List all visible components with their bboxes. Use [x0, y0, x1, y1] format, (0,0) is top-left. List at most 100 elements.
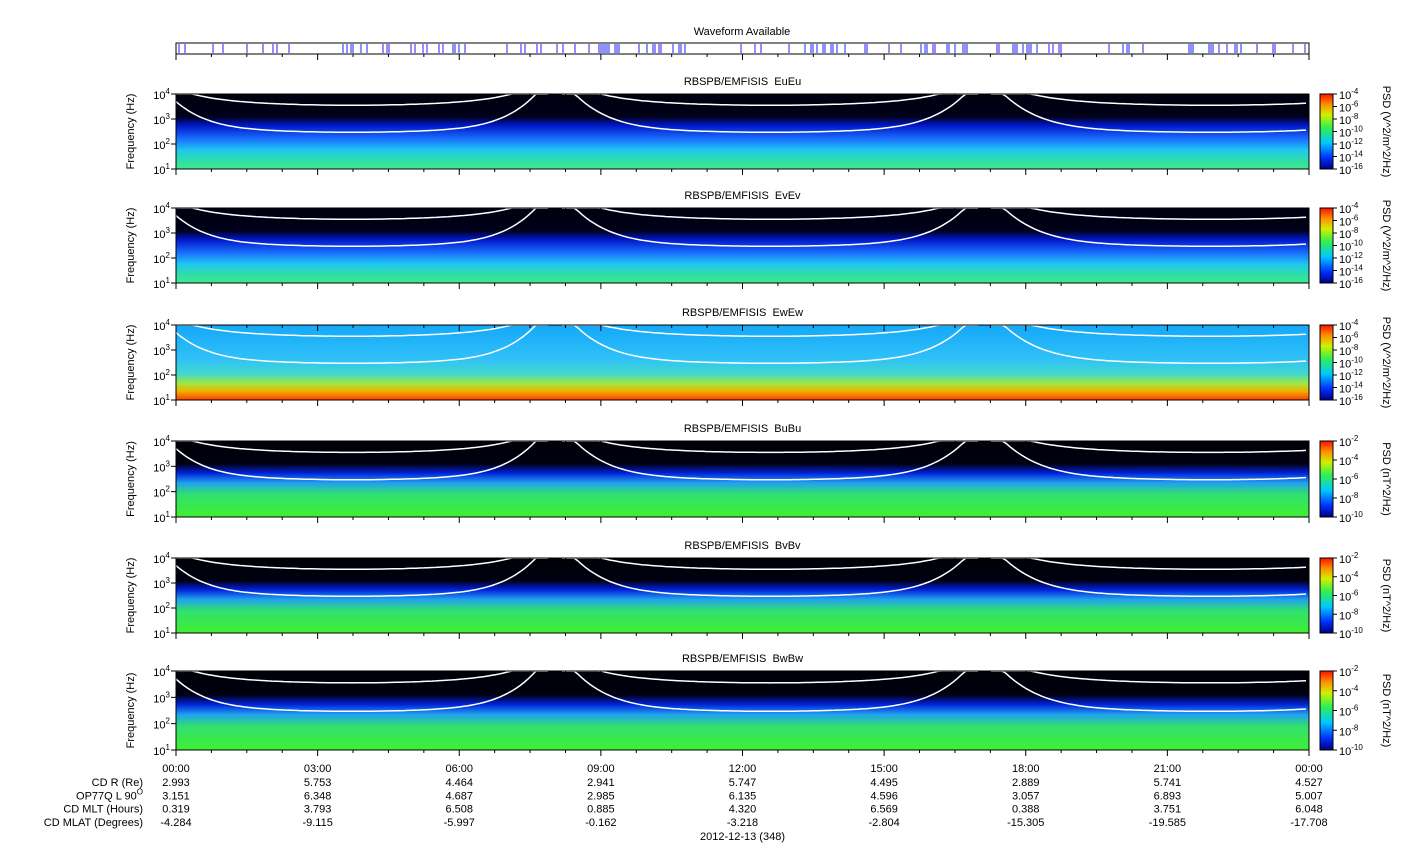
ephemeris-value: 5.741 — [1154, 777, 1182, 789]
density-curve — [562, 670, 978, 713]
ephemeris-value: 4.495 — [870, 777, 898, 789]
y-tick-label: 102 — [153, 251, 170, 266]
panel-title: RBSPB/EMFISIS EwEw — [682, 307, 803, 319]
density-curve — [562, 670, 978, 684]
density-curve — [990, 440, 1307, 481]
density-curve — [562, 324, 978, 338]
density-curve — [176, 207, 548, 221]
colorbar — [1319, 93, 1334, 170]
ephemeris-value: 3.751 — [1154, 804, 1182, 816]
colorbar-tick-label: 10-6 — [1339, 704, 1359, 719]
ephemeris-value: -19.585 — [1149, 817, 1186, 829]
x-tick-label: 06:00 — [445, 763, 473, 775]
colorbar-label: PSD (nT^2/Hz) — [1380, 442, 1392, 516]
colorbar — [1319, 670, 1334, 751]
y-tick-label: 104 — [153, 87, 170, 102]
density-curve — [562, 207, 978, 221]
colorbar-label: PSD (nT^2/Hz) — [1380, 674, 1392, 748]
density-curve — [990, 670, 1307, 684]
panel-title: RBSPB/EMFISIS BuBu — [684, 423, 801, 435]
density-curve — [562, 324, 978, 365]
y-tick-label: 103 — [153, 112, 170, 127]
x-tick-label: 00:00 — [1295, 763, 1323, 775]
colorbar-tick-label: 10-10 — [1339, 743, 1363, 758]
y-tick-label: 104 — [153, 318, 170, 333]
ephemeris-value: 4.596 — [870, 790, 898, 802]
y-tick-label: 103 — [153, 690, 170, 705]
ephemeris-value: 6.569 — [870, 804, 898, 816]
panel-title: RBSPB/EMFISIS EuEu — [684, 76, 801, 88]
ephemeris-value: 4.687 — [445, 790, 473, 802]
colorbar — [1319, 440, 1334, 518]
y-tick-label: 102 — [153, 485, 170, 500]
colorbar-tick-label: 10-8 — [1339, 723, 1359, 738]
density-curve — [990, 324, 1307, 337]
ephemeris-value: 4.320 — [729, 804, 757, 816]
y-tick-label: 101 — [153, 626, 170, 641]
density-curve — [990, 557, 1307, 570]
y-tick-label: 104 — [153, 664, 170, 679]
density-curve — [175, 207, 548, 248]
colorbar-tick-label: 10-4 — [1339, 570, 1359, 585]
density-curve — [176, 670, 548, 684]
panel-title: RBSPB/EMFISIS BvBv — [684, 540, 801, 552]
y-axis-label: Frequency (Hz) — [125, 558, 137, 634]
density-curve — [562, 440, 978, 481]
density-curve — [990, 670, 1307, 713]
x-tick-label: 03:00 — [304, 763, 332, 775]
density-curve — [990, 93, 1307, 133]
colorbar-tick-label: 10-8 — [1339, 491, 1359, 506]
ephemeris-value: -15.305 — [1007, 817, 1044, 829]
waveform-frame — [175, 42, 1310, 55]
density-curve — [990, 93, 1307, 106]
ephemeris-value: 6.048 — [1295, 804, 1323, 816]
waveform-title: Waveform Available — [694, 26, 791, 38]
panel-title: RBSPB/EMFISIS EvEv — [684, 190, 801, 202]
colorbar-tick-label: 10-16 — [1339, 276, 1363, 291]
ephemeris-value: 2.993 — [162, 777, 190, 789]
ephemeris-value: 5.753 — [304, 777, 332, 789]
density-curve — [176, 93, 548, 107]
panel-title: RBSPB/EMFISIS BwBw — [682, 653, 803, 665]
y-tick-label: 103 — [153, 343, 170, 358]
ephemeris-value: 5.747 — [729, 777, 757, 789]
ephemeris-value: 3.793 — [304, 804, 332, 816]
ephemeris-value: -4.284 — [160, 817, 191, 829]
y-axis-label: Frequency (Hz) — [125, 94, 137, 170]
y-tick-label: 102 — [153, 368, 170, 383]
y-axis-label: Frequency (Hz) — [125, 673, 137, 749]
y-axis-label: Frequency (Hz) — [125, 208, 137, 284]
y-tick-label: 101 — [153, 393, 170, 408]
ephemeris-value: 2.985 — [587, 790, 615, 802]
ephemeris-value: 4.464 — [445, 777, 473, 789]
colorbar-label: PSD (V^2/m^2/Hz) — [1380, 317, 1392, 409]
density-curve — [990, 440, 1307, 454]
density-curve — [175, 93, 548, 134]
y-axis-label: Frequency (Hz) — [125, 325, 137, 401]
x-tick-label: 18:00 — [1012, 763, 1040, 775]
density-curve — [990, 324, 1307, 364]
y-tick-label: 101 — [153, 276, 170, 291]
ephemeris-value: 5.007 — [1295, 790, 1323, 802]
ephemeris-value: 3.151 — [162, 790, 190, 802]
density-curve — [562, 440, 978, 454]
colorbar-tick-label: 10-10 — [1339, 510, 1363, 525]
ephemeris-label: CD MLAT (Degrees) — [44, 817, 143, 829]
x-tick-label: 09:00 — [587, 763, 615, 775]
y-tick-label: 101 — [153, 510, 170, 525]
colorbar-tick-label: 10-4 — [1339, 453, 1359, 468]
y-tick-label: 104 — [153, 434, 170, 449]
waveform-strip — [178, 44, 1306, 53]
colorbar-tick-label: 10-6 — [1339, 589, 1359, 604]
y-tick-label: 102 — [153, 601, 170, 616]
ephemeris-value: -17.708 — [1290, 817, 1327, 829]
colorbar — [1319, 324, 1334, 401]
colorbar-tick-label: 10-10 — [1339, 626, 1363, 641]
density-curve — [990, 557, 1307, 597]
ephemeris-value: -3.218 — [727, 817, 758, 829]
colorbar-label: PSD (V^2/m^2/Hz) — [1380, 200, 1392, 292]
colorbar — [1319, 207, 1334, 284]
density-curve — [175, 440, 548, 481]
density-curve — [176, 557, 548, 571]
